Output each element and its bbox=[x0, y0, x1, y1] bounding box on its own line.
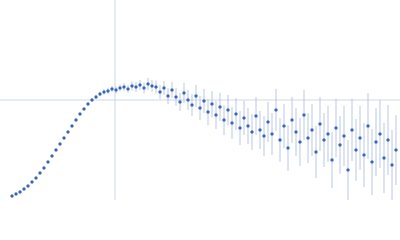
data-point bbox=[234, 112, 238, 116]
data-point bbox=[186, 98, 190, 102]
data-point bbox=[314, 150, 318, 154]
data-point bbox=[294, 130, 298, 134]
data-point bbox=[170, 88, 174, 92]
data-point bbox=[162, 86, 166, 90]
data-point bbox=[138, 83, 142, 87]
data-point bbox=[262, 134, 266, 138]
data-point bbox=[386, 138, 390, 142]
data-point bbox=[374, 140, 378, 144]
data-point bbox=[210, 102, 214, 106]
data-point bbox=[226, 108, 230, 112]
data-point bbox=[94, 95, 98, 99]
data-point bbox=[370, 160, 374, 164]
data-point bbox=[246, 124, 250, 128]
data-point bbox=[34, 176, 38, 180]
data-point bbox=[238, 126, 242, 130]
data-point bbox=[310, 128, 314, 132]
data-point bbox=[154, 85, 158, 89]
data-point bbox=[322, 138, 326, 142]
data-point bbox=[70, 124, 74, 128]
data-point bbox=[358, 136, 362, 140]
data-point bbox=[318, 122, 322, 126]
data-point bbox=[190, 103, 194, 107]
data-point bbox=[130, 84, 134, 88]
data-point bbox=[298, 140, 302, 144]
data-point bbox=[362, 153, 366, 157]
data-point bbox=[282, 124, 286, 128]
data-point bbox=[218, 105, 222, 109]
data-point bbox=[250, 130, 254, 134]
data-point bbox=[394, 148, 398, 152]
data-point bbox=[50, 154, 54, 158]
data-point bbox=[30, 180, 34, 184]
data-point bbox=[254, 114, 258, 118]
data-point bbox=[350, 128, 354, 132]
data-point bbox=[18, 190, 22, 194]
data-point bbox=[306, 136, 310, 140]
data-point bbox=[270, 132, 274, 136]
data-point bbox=[110, 87, 114, 91]
data-point bbox=[38, 171, 42, 175]
data-point bbox=[158, 90, 162, 94]
chart bbox=[0, 0, 400, 200]
data-point bbox=[134, 85, 138, 89]
data-point bbox=[274, 108, 278, 112]
data-point bbox=[106, 89, 110, 93]
data-point bbox=[214, 113, 218, 117]
data-point bbox=[194, 94, 198, 98]
data-point bbox=[90, 98, 94, 102]
data-point bbox=[230, 121, 234, 125]
data-point bbox=[354, 148, 358, 152]
data-point bbox=[66, 130, 70, 134]
data-point bbox=[22, 187, 26, 191]
data-point bbox=[178, 100, 182, 104]
data-point bbox=[54, 148, 58, 152]
data-point bbox=[46, 160, 50, 164]
data-point bbox=[122, 85, 126, 89]
data-point bbox=[378, 132, 382, 136]
data-point bbox=[82, 107, 86, 111]
data-point bbox=[346, 168, 350, 172]
data-point bbox=[338, 143, 342, 147]
data-point bbox=[150, 84, 154, 88]
data-point bbox=[390, 163, 394, 167]
data-point bbox=[302, 113, 306, 117]
data-point bbox=[26, 184, 30, 188]
data-point bbox=[166, 94, 170, 98]
data-point bbox=[258, 128, 262, 132]
data-point bbox=[266, 120, 270, 124]
data-point bbox=[126, 87, 130, 91]
data-point bbox=[326, 132, 330, 136]
data-point bbox=[290, 118, 294, 122]
data-point bbox=[202, 99, 206, 103]
data-point bbox=[62, 136, 66, 140]
data-point bbox=[334, 126, 338, 130]
data-point bbox=[86, 102, 90, 106]
data-point bbox=[142, 86, 146, 90]
data-point bbox=[198, 106, 202, 110]
data-point bbox=[146, 82, 150, 86]
data-point bbox=[74, 118, 78, 122]
data-point bbox=[14, 192, 18, 196]
data-point bbox=[222, 118, 226, 122]
data-point bbox=[330, 158, 334, 162]
data-point bbox=[366, 124, 370, 128]
data-point bbox=[174, 95, 178, 99]
data-point bbox=[206, 110, 210, 114]
data-point bbox=[10, 194, 14, 198]
data-point bbox=[342, 134, 346, 138]
data-point bbox=[98, 92, 102, 96]
data-point bbox=[382, 156, 386, 160]
data-point bbox=[182, 91, 186, 95]
data-point bbox=[114, 88, 118, 92]
data-point bbox=[102, 90, 106, 94]
data-point bbox=[42, 166, 46, 170]
data-point bbox=[58, 142, 62, 146]
data-point bbox=[286, 146, 290, 150]
data-point bbox=[242, 116, 246, 120]
data-point bbox=[118, 86, 122, 90]
data-point bbox=[78, 112, 82, 116]
data-point bbox=[278, 138, 282, 142]
